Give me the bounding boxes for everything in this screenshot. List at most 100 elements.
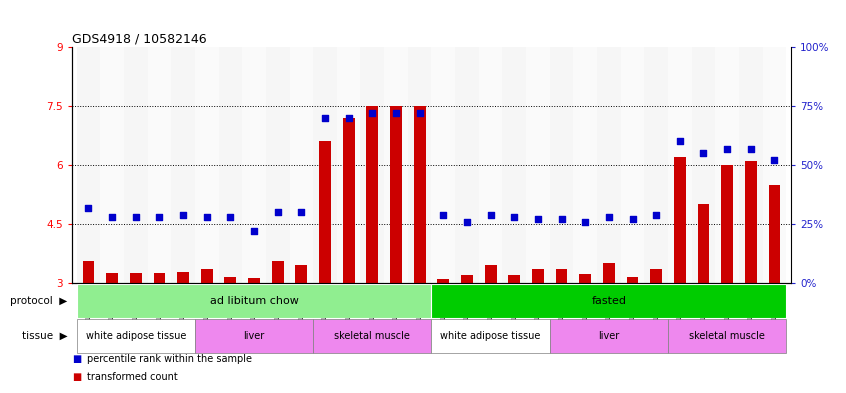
Bar	[390, 106, 402, 283]
Point	[767, 157, 781, 163]
Bar	[698, 204, 710, 283]
Bar	[313, 319, 431, 353]
Bar	[414, 106, 426, 283]
Bar	[532, 269, 544, 283]
Point	[602, 214, 616, 220]
Point	[200, 214, 213, 220]
Bar	[242, 47, 266, 283]
Bar	[107, 273, 118, 283]
Bar	[295, 265, 307, 283]
Bar	[603, 263, 615, 283]
Bar	[431, 47, 455, 283]
Bar	[319, 141, 331, 283]
Bar	[360, 47, 384, 283]
Point	[129, 214, 142, 220]
Bar	[437, 279, 449, 283]
Bar	[580, 274, 591, 283]
Point	[484, 211, 497, 218]
Bar	[366, 106, 378, 283]
Point	[413, 110, 426, 116]
Point	[744, 145, 757, 152]
Bar	[101, 47, 124, 283]
Bar	[508, 275, 520, 283]
Bar	[526, 47, 550, 283]
Bar	[431, 284, 786, 318]
Bar	[177, 272, 189, 283]
Text: skeletal muscle: skeletal muscle	[334, 331, 410, 341]
Bar	[384, 47, 408, 283]
Text: liver: liver	[244, 331, 265, 341]
Point	[555, 216, 569, 222]
Text: ad libitum chow: ad libitum chow	[210, 296, 299, 306]
Bar	[722, 165, 733, 283]
Point	[342, 115, 355, 121]
Bar	[337, 47, 360, 283]
Bar	[574, 47, 597, 283]
Point	[673, 138, 687, 145]
Point	[508, 214, 521, 220]
Bar	[201, 269, 212, 283]
Bar	[597, 47, 621, 283]
Point	[721, 145, 734, 152]
Bar	[248, 278, 260, 283]
Text: fasted: fasted	[591, 296, 626, 306]
Bar	[224, 277, 236, 283]
Bar	[77, 284, 431, 318]
Point	[271, 209, 284, 215]
Point	[318, 115, 332, 121]
Point	[176, 211, 190, 218]
Point	[579, 219, 592, 225]
Point	[437, 211, 450, 218]
Bar	[195, 47, 218, 283]
Bar	[550, 47, 574, 283]
Bar	[83, 261, 95, 283]
Bar	[739, 47, 762, 283]
Point	[152, 214, 166, 220]
Bar	[485, 265, 497, 283]
Bar	[768, 185, 780, 283]
Point	[697, 150, 711, 156]
Point	[106, 214, 119, 220]
Bar	[272, 261, 283, 283]
Bar	[171, 47, 195, 283]
Bar	[762, 47, 786, 283]
Text: percentile rank within the sample: percentile rank within the sample	[87, 354, 252, 364]
Bar	[645, 47, 668, 283]
Bar	[674, 157, 686, 283]
Point	[365, 110, 379, 116]
Text: transformed count: transformed count	[87, 372, 178, 382]
Bar	[153, 273, 165, 283]
Point	[247, 228, 261, 234]
Text: ■: ■	[72, 354, 81, 364]
Bar	[77, 47, 101, 283]
Point	[626, 216, 640, 222]
Text: liver: liver	[598, 331, 619, 341]
Bar	[461, 275, 473, 283]
Text: white adipose tissue: white adipose tissue	[441, 331, 541, 341]
Bar	[550, 319, 668, 353]
Bar	[556, 269, 568, 283]
Text: ■: ■	[72, 372, 81, 382]
Bar	[313, 47, 337, 283]
Bar	[147, 47, 171, 283]
Bar	[130, 273, 141, 283]
Bar	[716, 47, 739, 283]
Bar	[431, 319, 550, 353]
Bar	[266, 47, 289, 283]
Point	[294, 209, 308, 215]
Point	[531, 216, 545, 222]
Bar	[621, 47, 645, 283]
Bar	[692, 47, 716, 283]
Bar	[124, 47, 147, 283]
Point	[82, 204, 96, 211]
Bar	[627, 277, 639, 283]
Text: tissue  ▶: tissue ▶	[22, 331, 68, 341]
Bar	[77, 319, 195, 353]
Text: skeletal muscle: skeletal muscle	[689, 331, 765, 341]
Bar	[455, 47, 479, 283]
Text: protocol  ▶: protocol ▶	[10, 296, 68, 306]
Bar	[668, 319, 786, 353]
Point	[223, 214, 237, 220]
Point	[460, 219, 474, 225]
Point	[389, 110, 403, 116]
